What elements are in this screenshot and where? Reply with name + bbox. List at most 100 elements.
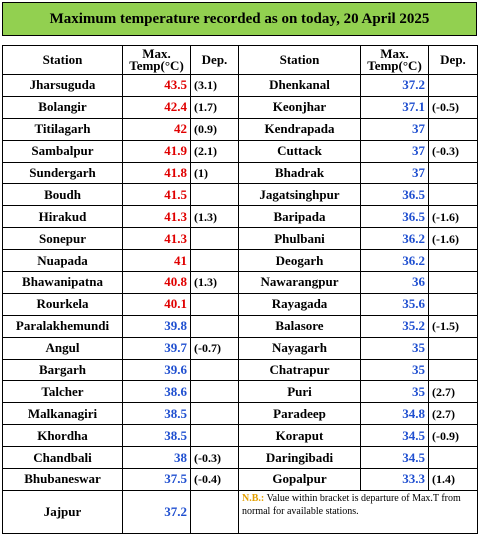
max-temp-value: 39.6 — [122, 358, 191, 382]
departure-value — [428, 74, 478, 97]
station-name: Boudh — [2, 183, 123, 207]
departure-value: (-0.7) — [190, 336, 239, 360]
departure-value — [428, 183, 478, 207]
departure-value — [190, 183, 239, 207]
station-name: Nayagarh — [238, 336, 361, 360]
max-temp-value: 36.2 — [360, 227, 429, 251]
departure-value: (2.7) — [428, 402, 478, 426]
max-temp-value: 39.8 — [122, 314, 191, 338]
table-header-row: Station Max. Temp(°C) Dep. Station Max. Te… — [2, 45, 478, 75]
departure-value — [428, 336, 478, 360]
departure-value — [190, 249, 239, 273]
max-temp-value: 38.6 — [122, 380, 191, 404]
max-temp-value: 37.5 — [122, 468, 191, 491]
table-row: Malkanagiri 38.5 Paradeep 34.8 (2.7) — [2, 402, 478, 426]
max-temp-value: 41.3 — [122, 227, 191, 251]
departure-value: (0.9) — [190, 117, 239, 141]
max-temp-value: 36.5 — [360, 205, 429, 229]
max-temp-value: 34.8 — [360, 402, 429, 426]
departure-value: (1.3) — [190, 271, 239, 294]
departure-value: (2.1) — [190, 139, 239, 163]
table-row: Khordha 38.5 Koraput 34.5 (-0.9) — [2, 424, 478, 448]
max-temp-value: 40.8 — [122, 271, 191, 294]
footnote-label: N.B.: — [242, 492, 265, 504]
station-name: Jajpur — [2, 489, 123, 534]
max-temp-value: 41.3 — [122, 205, 191, 229]
departure-value — [428, 358, 478, 382]
departure-value — [190, 380, 239, 404]
table-row: Titilagarh 42 (0.9) Kendrapada 37 — [2, 117, 478, 141]
station-name: Sambalpur — [2, 139, 123, 163]
max-temp-value: 38.5 — [122, 402, 191, 426]
departure-value: (-0.4) — [190, 468, 239, 491]
departure-value: (1.7) — [190, 95, 239, 119]
station-name: Nawarangpur — [238, 271, 361, 294]
station-name: Bhubaneswar — [2, 468, 123, 491]
station-name: Sonepur — [2, 227, 123, 251]
max-temp-value: 37.1 — [360, 95, 429, 119]
max-temp-value: 41.9 — [122, 139, 191, 163]
max-temp-value: 37.2 — [122, 489, 191, 534]
station-name: Malkanagiri — [2, 402, 123, 426]
max-temp-value: 42 — [122, 117, 191, 141]
departure-value — [190, 292, 239, 316]
departure-value: (-1.6) — [428, 227, 478, 251]
station-name: Hirakud — [2, 205, 123, 229]
table-row: Paralakhemundi 39.8 Balasore 35.2 (-1.5) — [2, 314, 478, 338]
station-name: Keonjhar — [238, 95, 361, 119]
station-name: Chatrapur — [238, 358, 361, 382]
departure-value: (-0.5) — [428, 95, 478, 119]
station-name: Jagatsinghpur — [238, 183, 361, 207]
departure-value — [428, 161, 478, 185]
report-title: Maximum temperature recorded as on today… — [2, 2, 477, 36]
header-max-temp-left: Max. Temp(°C) — [122, 45, 191, 75]
departure-value — [428, 249, 478, 273]
departure-value: (-0.9) — [428, 424, 478, 448]
max-temp-value: 35.6 — [360, 292, 429, 316]
header-max-temp-right: Max. Temp(°C) — [360, 45, 429, 75]
departure-value — [190, 424, 239, 448]
departure-value — [428, 292, 478, 316]
departure-value — [190, 489, 239, 534]
departure-value: (-0.3) — [190, 446, 239, 470]
departure-value — [190, 314, 239, 338]
table-row: Boudh 41.5 Jagatsinghpur 36.5 — [2, 183, 478, 207]
table-row: Rourkela 40.1 Rayagada 35.6 — [2, 292, 478, 316]
station-name: Dhenkanal — [238, 74, 361, 97]
max-temp-value: 40.1 — [122, 292, 191, 316]
departure-value — [190, 358, 239, 382]
max-temp-value: 39.7 — [122, 336, 191, 360]
max-temp-value: 37 — [360, 139, 429, 163]
station-name: Rourkela — [2, 292, 123, 316]
departure-value: (1.4) — [428, 468, 478, 491]
max-temp-value: 36.2 — [360, 249, 429, 273]
station-name: Phulbani — [238, 227, 361, 251]
max-temp-value: 41 — [122, 249, 191, 273]
max-temp-value: 35.2 — [360, 314, 429, 338]
departure-value: (-1.6) — [428, 205, 478, 229]
departure-value: (-0.3) — [428, 139, 478, 163]
max-temp-value: 35 — [360, 380, 429, 404]
max-temp-value: 34.5 — [360, 424, 429, 448]
max-temp-value: 35 — [360, 358, 429, 382]
station-name: Paradeep — [238, 402, 361, 426]
table-row: Nuapada 41 Deogarh 36.2 — [2, 249, 478, 273]
station-name: Sundergarh — [2, 161, 123, 185]
departure-value — [428, 117, 478, 141]
table-row: Sambalpur 41.9 (2.1) Cuttack 37 (-0.3) — [2, 139, 478, 163]
station-name: Angul — [2, 336, 123, 360]
departure-value: (1) — [190, 161, 239, 185]
departure-value: (1.3) — [190, 205, 239, 229]
max-temp-value: 37.2 — [360, 74, 429, 97]
header-dep-left: Dep. — [190, 45, 239, 75]
station-name: Nuapada — [2, 249, 123, 273]
header-dep-right: Dep. — [428, 45, 478, 75]
station-name: Talcher — [2, 380, 123, 404]
station-name: Rayagada — [238, 292, 361, 316]
table-row: Chandbali 38 (-0.3) Daringibadi 34.5 — [2, 446, 478, 470]
departure-value: (3.1) — [190, 74, 239, 97]
departure-value — [428, 446, 478, 470]
max-temp-value: 41.8 — [122, 161, 191, 185]
table-row: Jharsuguda 43.5 (3.1) Dhenkanal 37.2 — [2, 74, 478, 97]
